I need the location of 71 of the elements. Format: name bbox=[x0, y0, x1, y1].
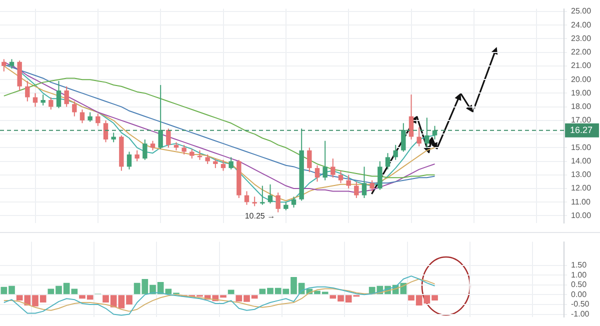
candlestick bbox=[354, 181, 359, 199]
candlestick bbox=[307, 147, 312, 173]
candlestick bbox=[228, 156, 234, 170]
candlestick bbox=[378, 160, 382, 190]
y-tick-label: -1.00 bbox=[571, 309, 590, 318]
y-tick-label: 15.00 bbox=[571, 142, 592, 152]
y-tick-label: 0.50 bbox=[571, 280, 588, 290]
candlestick bbox=[111, 132, 116, 143]
candlestick bbox=[346, 174, 351, 189]
candlestick bbox=[401, 122, 406, 152]
annotation: 10.25 → bbox=[244, 212, 276, 221]
candlestick bbox=[126, 151, 132, 170]
candlestick bbox=[9, 58, 14, 70]
candlestick bbox=[190, 148, 194, 160]
candlestick bbox=[72, 100, 77, 117]
y-tick-label: 23.00 bbox=[571, 34, 592, 43]
candlestick bbox=[276, 192, 280, 213]
candlestick bbox=[80, 109, 85, 124]
y-tick-label: 24.00 bbox=[571, 20, 592, 30]
candlestick bbox=[48, 96, 54, 110]
candlestick bbox=[205, 154, 210, 164]
candlestick bbox=[150, 140, 156, 151]
y-tick-label: 22.00 bbox=[571, 48, 592, 57]
candlestick bbox=[244, 190, 250, 206]
candlestick bbox=[385, 152, 390, 170]
y-tick-label: 1.50 bbox=[571, 260, 588, 270]
candlestick bbox=[408, 94, 414, 140]
candlestick bbox=[96, 113, 100, 126]
candlestick bbox=[142, 138, 148, 160]
candlestick bbox=[330, 158, 336, 178]
candlestick bbox=[338, 170, 344, 184]
candlestick bbox=[416, 126, 422, 147]
bar bbox=[228, 290, 234, 294]
candlestick bbox=[158, 84, 163, 150]
candlestick bbox=[134, 150, 140, 162]
candlestick bbox=[40, 94, 46, 106]
y-tick-label: 18.00 bbox=[571, 102, 592, 112]
y-tick-label: 12.00 bbox=[571, 184, 592, 193]
y-tick-label: 1.00 bbox=[571, 270, 588, 280]
candlestick bbox=[103, 120, 108, 143]
candlestick bbox=[2, 58, 6, 72]
y-tick-label: 20.00 bbox=[571, 74, 592, 84]
candlestick bbox=[220, 159, 226, 172]
y-tick-label: 19.00 bbox=[571, 88, 592, 98]
candlestick bbox=[424, 117, 430, 148]
y-tick-label: 21.00 bbox=[571, 61, 592, 70]
y-tick-label: 13.00 bbox=[571, 170, 592, 180]
candlestick bbox=[88, 112, 92, 122]
candlestick bbox=[291, 196, 296, 208]
candlestick bbox=[393, 144, 398, 160]
candlestick bbox=[182, 144, 186, 155]
ref-line-label: 16.27 bbox=[570, 124, 593, 135]
candlestick bbox=[314, 164, 320, 182]
candlestick bbox=[260, 185, 265, 206]
y-tick-label: 25.00 bbox=[571, 6, 592, 16]
candlestick bbox=[166, 128, 171, 148]
candlestick bbox=[25, 80, 30, 102]
y-tick-label: 0.00 bbox=[571, 290, 588, 299]
candlestick bbox=[268, 184, 273, 204]
y-tick-label: -0.50 bbox=[571, 300, 590, 309]
candlestick bbox=[56, 80, 62, 109]
candlestick bbox=[362, 166, 367, 199]
candlestick bbox=[213, 158, 218, 169]
y-tick-label: 10.00 bbox=[571, 210, 592, 220]
y-tick-label: 17.00 bbox=[571, 116, 592, 125]
y-tick-label: 14.00 bbox=[571, 156, 592, 166]
candlestick bbox=[322, 140, 328, 181]
y-tick-label: 11.00 bbox=[571, 197, 591, 206]
candlestick bbox=[64, 86, 69, 108]
candlestick bbox=[370, 180, 374, 192]
candlestick bbox=[252, 196, 257, 207]
